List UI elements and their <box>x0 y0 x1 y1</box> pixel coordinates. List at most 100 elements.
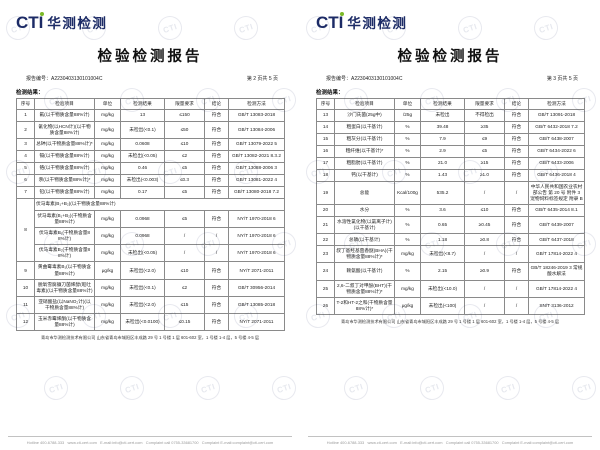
table-cell: T-2和HT-2之和(干物质含量88%计)* <box>334 296 395 316</box>
table-cell: 2.9 <box>420 144 465 158</box>
table-cell: 符合 <box>204 137 229 151</box>
cti-logo-chinese: 华测检测 <box>47 16 108 31</box>
table-row: 1 氟(以干物质含量88%计) mg/kg 13 ≤150 符合 GB/T 13083-20… <box>16 108 285 122</box>
table-row: 12 玉米赤霉烯酮(以干物质含量88%计) mg/kg 未检出(<0.0100) ≤0.… <box>16 313 285 332</box>
table-cell: 总砷(以干物质含量88%计)* <box>34 137 95 151</box>
table-cell: 未检出(<0.1) <box>120 120 165 139</box>
table-cell: mg/kg <box>94 313 121 332</box>
table-cell: ≥0.45 <box>464 215 505 235</box>
table-cell: 脱氧雪腐镰刀菌烯醇(呕吐毒素)(以干物质含量88%计) <box>34 278 95 297</box>
header-row: 序号 检验项目 单位 检测结果 限量要求 结论 检测方法 <box>316 97 585 110</box>
table-row: 23 叔丁基羟基茴香醚(BHA)(干物质含量88%计)* mg/kg 未检出(<8.7… <box>316 245 585 264</box>
table-cell: GB/T 6434-2022 6 <box>528 144 585 158</box>
table-cell: 22 <box>316 233 335 247</box>
table-cell: SN/T 3136-2012 <box>528 296 585 316</box>
cti-watermark-icon: CTI <box>416 372 448 404</box>
table-cell: 26 <box>316 296 335 316</box>
table-cell: Kcal/100g <box>394 180 421 205</box>
table-cell: GB/T 13083-2018 <box>228 108 285 122</box>
table-cell: 粗蛋白(以干基计) <box>334 120 395 134</box>
table-cell: GB/T 6439-2007 <box>528 215 585 235</box>
table-cell: 2 <box>16 120 35 139</box>
table-cell: mg/kg <box>94 161 121 175</box>
table-cell: mg/kg <box>94 120 121 139</box>
table-cell: 未检出(<2.0) <box>120 261 165 280</box>
footer-contact: Hotline 400-6788-333 www.cti-cert.com E-… <box>8 435 292 445</box>
report-meta: 报告编号：A2230403130101004C 第 2 页共 5 页 <box>26 75 278 82</box>
table-cell: GB/T 6436-2018 4 <box>528 168 585 182</box>
table-row: 25 2,6-二叔丁对甲酚(BHT)(干物质含量88%计)* mg/kg 未检出(<1… <box>316 279 585 298</box>
table-cell: 符合 <box>204 108 229 122</box>
cti-watermark-icon: CTI <box>492 372 524 404</box>
table-cell: GB/T 17814-2022 4 <box>528 245 585 264</box>
column-header: 检测结果 <box>120 97 165 110</box>
table-row: 17 粗脂肪(以干基计)% 21.0 ≥15 符合 GB/T 6433-2006 <box>316 156 585 170</box>
table-cell: ≤9 <box>464 132 505 146</box>
table-cell: GB/T 6432-2018 7.2 <box>528 120 585 134</box>
table-cell: % <box>394 132 421 146</box>
table-row: 13 沙门氏菌(25g中)/25g 未检出 不得检出 符合 GB/T 13091-2018 <box>316 108 585 122</box>
table-cell: 未检出(<0.0100) <box>120 313 165 332</box>
table-cell: μg/kg <box>394 296 421 316</box>
table-cell: ≥0.8 <box>464 233 505 247</box>
table-cell: 符合 <box>504 108 529 122</box>
table-cell: 24 <box>316 262 335 281</box>
cti-watermark-icon: CTI <box>40 372 72 404</box>
table-cell: 0.17 <box>120 185 165 199</box>
cti-logo: CTI 华测检测 <box>16 11 284 32</box>
table-cell: 赖氨酸(以干基计) <box>334 262 395 281</box>
table-cell: 符合 <box>504 215 529 235</box>
table-row: 16 粗纤维(以干基计)*% 2.9 ≤5 符合 GB/T 6434-2022 6 <box>316 144 585 158</box>
report-number-label: 报告编号： <box>26 76 52 82</box>
footer-address: 青岛市华测检测技术有限公司 山东省青岛市城阳区丰成路 29 号 1 号楼 1 层… <box>340 319 560 325</box>
table-cell: 符合 <box>504 120 529 134</box>
table-cell: 符合 <box>204 185 229 199</box>
table-cell: 符合 <box>504 132 529 146</box>
table-cell: 11 <box>16 295 35 315</box>
table-cell: 1.43 <box>420 168 465 182</box>
column-header: 限量要求 <box>164 97 205 110</box>
cti-logo-chinese: 华测检测 <box>347 16 408 31</box>
table-cell: 4 <box>16 149 35 163</box>
table-cell: 未检出(<2.0) <box>120 295 165 315</box>
column-header: 序号 <box>16 97 35 110</box>
table-cell: ≤50 <box>164 120 205 139</box>
table-cell: 符合 <box>504 233 529 247</box>
table-cell: 符合 <box>204 149 229 163</box>
table-row: 伏马毒素B₁(干物质含量88%计) mg/kg 0.0968// NY/T 1970-… <box>17 227 285 246</box>
table-cell: GB/T 13082-2021 8.3.2 <box>228 149 285 163</box>
table-row: 19 总能 Kcal/100g 535.2// 中华人民共和国农业农村部公告 第 20 … <box>316 180 585 205</box>
results-label: 检测结果： <box>16 90 44 96</box>
table-cell: ≥35 <box>464 120 505 134</box>
table-row: 10 脱氧雪腐镰刀菌烯醇(呕吐毒素)(以干物质含量88%计) mg/kg 未检出(<0… <box>16 278 285 297</box>
table-cell: ≤5 <box>164 209 205 229</box>
table-cell: mg/kg <box>394 245 421 264</box>
report-meta: 报告编号：A2230403130101004C 第 3 页共 5 页 <box>326 75 578 82</box>
table-cell: 未检出(<0.05) <box>120 244 165 263</box>
table-cell: 未检出(<100) <box>420 296 465 316</box>
table-cell: ≤15 <box>164 295 205 315</box>
table-cell: 21 <box>316 215 335 235</box>
table-cell: 符合 <box>204 295 229 315</box>
report-page-2: CTI CTI CTI CTI CTI CTI CTI CTI CTI CTI CTI CTI CTI C… <box>2 11 300 445</box>
table-cell: GB/T 6438-2007 <box>528 132 585 146</box>
table-cell: mg/kg <box>94 295 121 315</box>
table-row: 15 粗灰分(以干基计)% 7.9 ≤9 符合 GB/T 6438-2007 <box>316 132 585 146</box>
table-row: 7 铅(以干物质含量88%计) mg/kg 0.17 ≤5 符合 GB/T 13080-20… <box>16 185 285 199</box>
table-cell: 伏马毒素B₁(干物质含量88%计) <box>34 227 95 246</box>
table-cell: 0.65 <box>420 215 465 235</box>
table-cell: 水分 <box>334 203 395 217</box>
table-cell: ≤0.3 <box>164 173 205 187</box>
cti-logo-text: CTI <box>316 11 345 32</box>
column-header: 单位 <box>394 97 421 110</box>
table-cell: 符合 <box>204 120 229 139</box>
table-cell: 13 <box>316 108 335 122</box>
table-cell: 伏马毒素B₂(干物质含量88%计) <box>34 244 95 263</box>
table-cell: ≤10 <box>164 261 205 280</box>
table-row: 14 粗蛋白(以干基计)% 39.48 ≥35 符合 GB/T 6432-2018 7.2 <box>316 120 585 134</box>
column-header: 结论 <box>504 97 529 110</box>
cti-watermark-icon: CTI <box>268 372 300 404</box>
results-table: 序号 检验项目 单位 检测结果 限量要求 结论 检测方法 13 沙门氏菌(25g中)/25g 未检… <box>316 97 585 316</box>
table-cell: 9 <box>16 261 35 280</box>
report-title: 检验检测报告 <box>97 49 203 65</box>
